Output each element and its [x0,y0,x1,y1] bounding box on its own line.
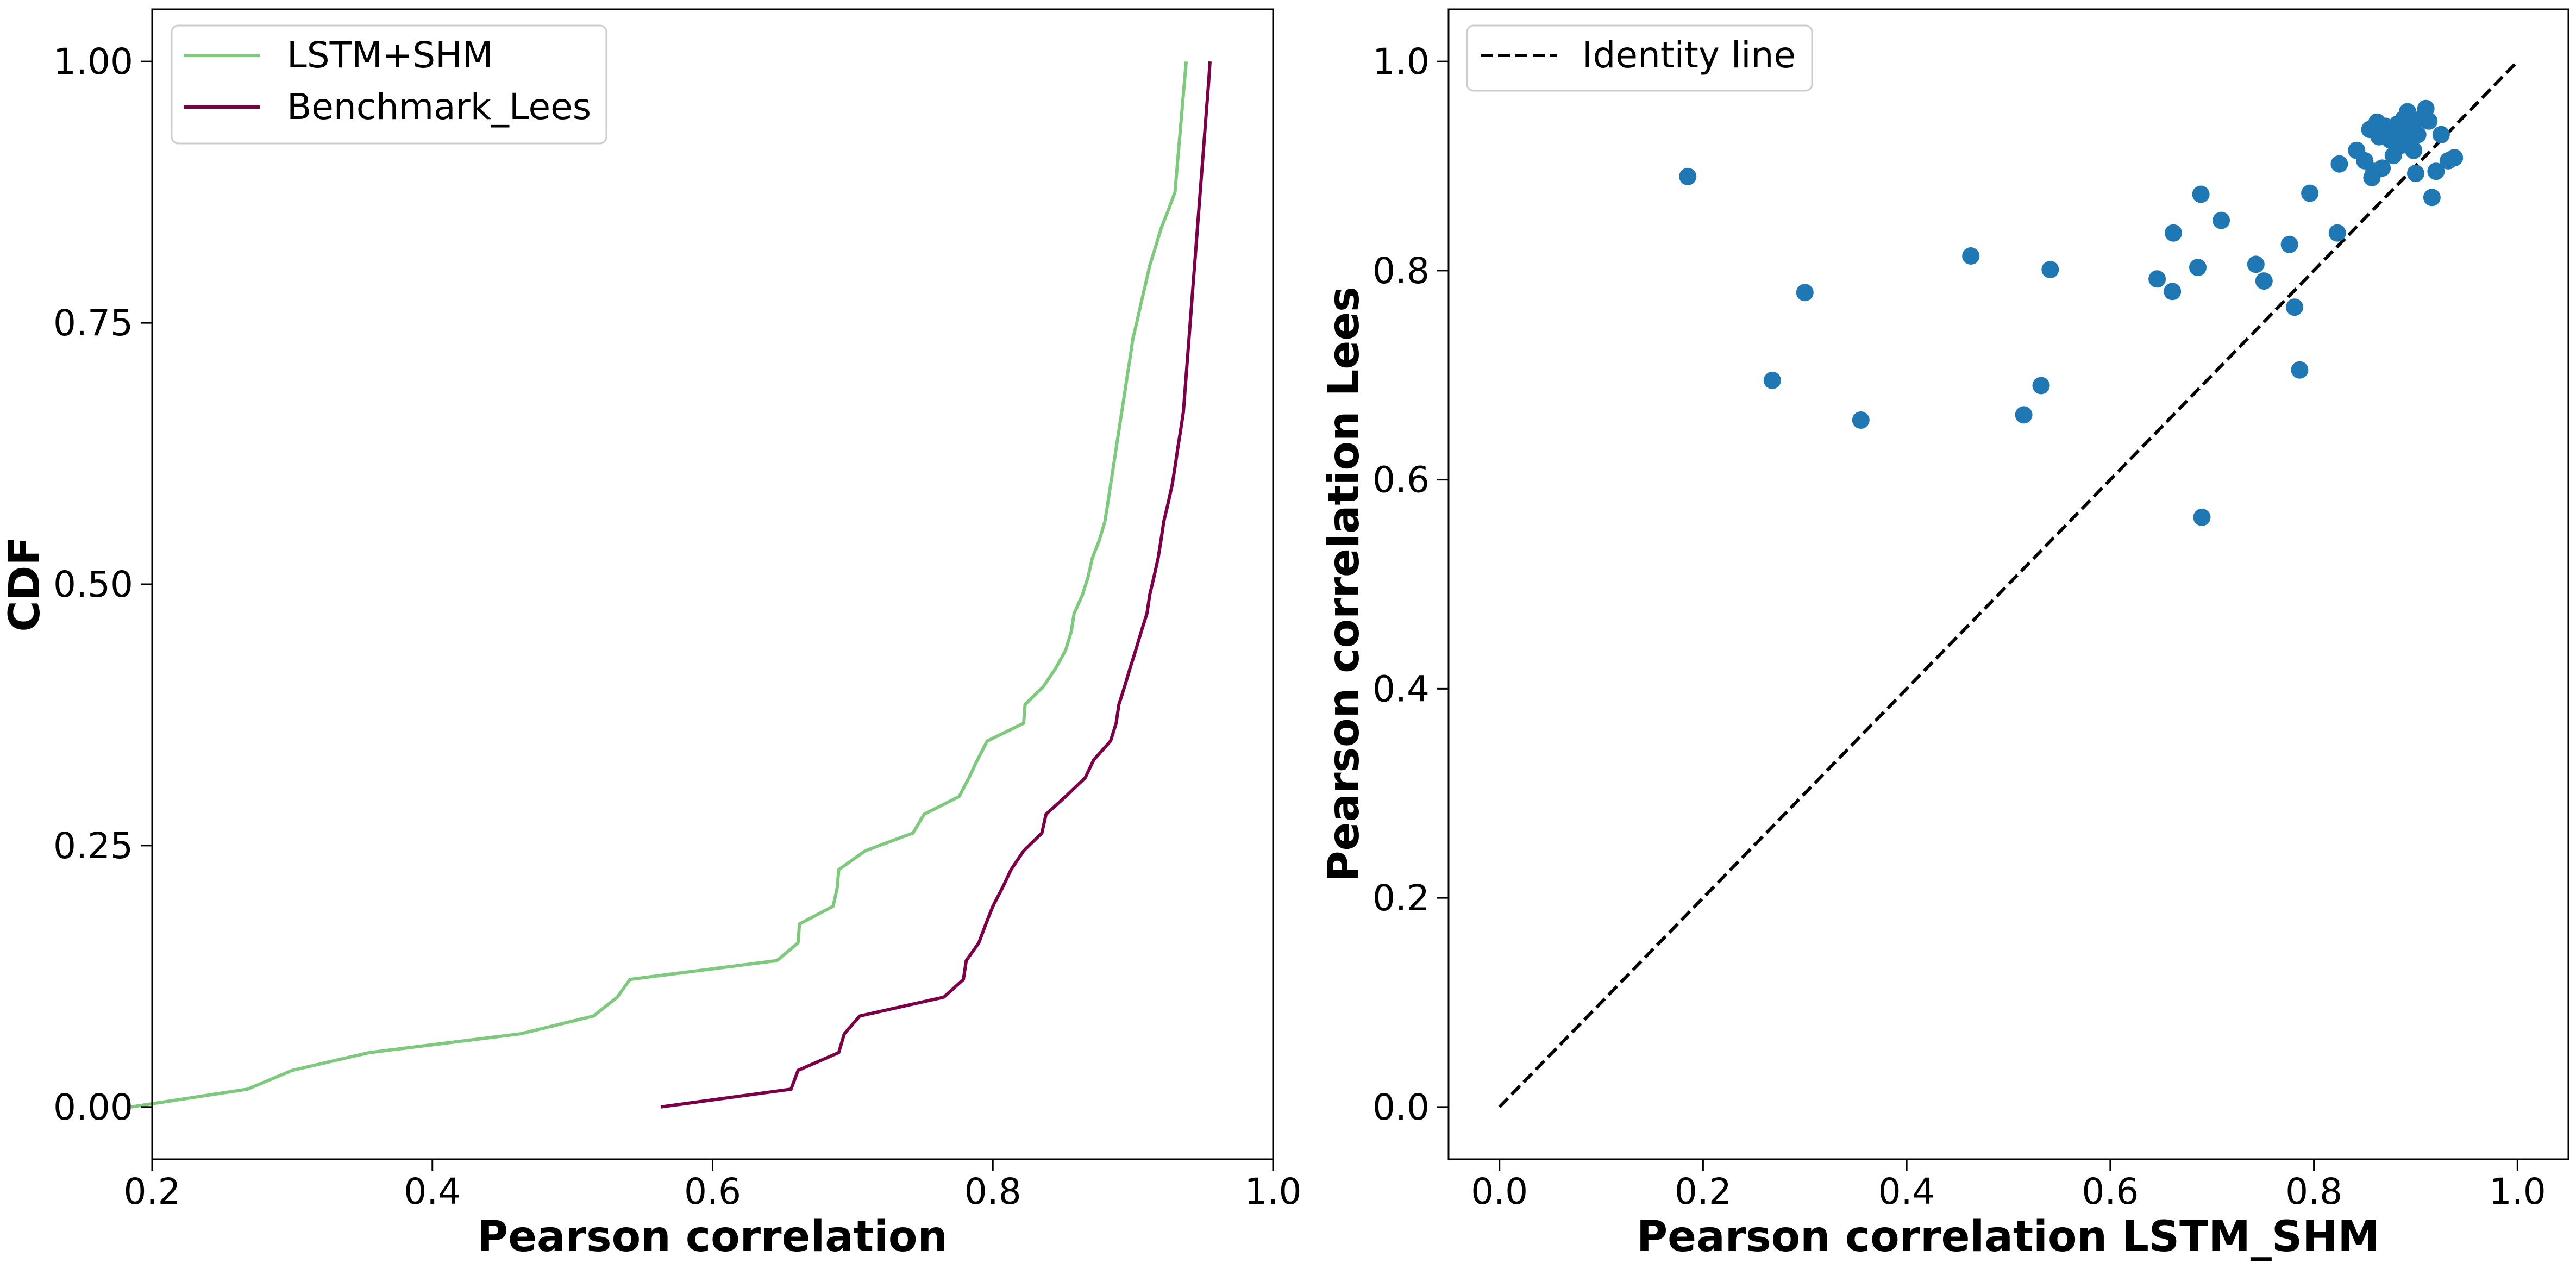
scatter-x-tick-label: 0.8 [2285,1171,2342,1212]
scatter-legend-box [1466,24,1813,92]
scatter-point [2405,141,2423,159]
scatter-y-tick-label: 0.0 [1372,1086,1430,1128]
scatter-point [2193,508,2211,526]
scatter-point [2427,162,2445,180]
scatter-y-tick-label: 0.2 [1372,877,1430,919]
cdf-x-ticks: 0.2 0.4 0.6 0.8 1.0 [124,1159,1302,1212]
scatter-point [2286,298,2303,316]
scatter-point [2409,126,2427,143]
scatter-point [2192,185,2210,203]
scatter-point [1796,284,1814,302]
cdf-series-line-1 [660,61,1212,1109]
cdf-x-tick-label: 0.6 [684,1171,741,1212]
scatter-legend: Identity line [1466,24,1813,92]
scatter-point [2373,159,2391,177]
cdf-y-axis-label: CDF [1,536,49,632]
legend-label-lstm-shm: LSTM+SHM [287,34,493,76]
cdf-plot-frame [151,8,1274,1160]
scatter-point [2015,406,2033,424]
scatter-point [2423,189,2441,207]
cdf-x-axis-label: Pearson correlation [477,1212,948,1261]
scatter-point [1763,371,1781,389]
cdf-x-tick-label: 0.4 [404,1171,461,1212]
scatter-point [2032,377,2050,395]
scatter-point [2041,261,2059,278]
scatter-x-tick-label: 0.6 [2082,1171,2139,1212]
scatter-panel: 0.0 0.2 0.4 0.6 0.8 1.0 0.0 0.2 0.4 0.6 0.8 1.0 Pe… [1320,8,2569,1261]
scatter-x-tick-label: 0.4 [1878,1171,1935,1212]
scatter-point [2164,283,2182,301]
cdf-y-tick-label: 0.25 [53,825,133,867]
scatter-point [2255,272,2273,290]
identity-line [1498,60,2519,1108]
cdf-legend: LSTM+SHM Benchmark_Lees [171,24,607,145]
scatter-y-ticks: 0.0 0.2 0.4 0.6 0.8 1.0 [1372,41,1449,1128]
scatter-point [2189,259,2207,277]
scatter-point [2165,224,2182,242]
scatter-point [1852,411,1870,429]
scatter-point [1962,247,1980,265]
cdf-panel: 0.2 0.4 0.6 0.8 1.0 0.00 0.25 0.50 0.75 1.00 Pea… [1,8,1302,1261]
scatter-x-axis-label: Pearson correlation LSTM_SHM [1637,1212,2380,1261]
scatter-x-ticks: 0.0 0.2 0.4 0.6 0.8 1.0 [1471,1159,2546,1212]
scatter-point [2291,361,2309,379]
scatter-point [2280,235,2298,253]
scatter-points [1679,99,2464,526]
legend-label-identity-line: Identity line [1582,34,1796,76]
cdf-y-ticks: 0.00 0.25 0.50 0.75 1.00 [53,41,152,1128]
cdf-x-tick-label: 0.2 [124,1171,181,1212]
scatter-plot-frame [1447,8,2569,1160]
scatter-point [2407,165,2424,182]
cdf-y-tick-label: 0.75 [53,302,133,344]
scatter-point [2330,155,2348,173]
scatter-x-tick-label: 1.0 [2489,1171,2546,1212]
scatter-x-tick-label: 0.2 [1675,1171,1732,1212]
scatter-point [2148,270,2166,288]
scatter-point [2432,126,2450,143]
scatter-point [2247,255,2265,273]
scatter-y-tick-label: 0.6 [1372,459,1430,501]
cdf-series-line-0 [130,61,1188,1109]
scatter-point [2420,112,2438,130]
legend-label-benchmark-lees: Benchmark_Lees [287,86,591,128]
cdf-y-tick-label: 0.50 [53,564,133,605]
cdf-x-tick-label: 1.0 [1245,1171,1302,1212]
scatter-point [2301,184,2319,202]
scatter-y-axis-label: Pearson correlation Lees [1320,286,1369,882]
scatter-x-tick-label: 0.0 [1471,1171,1528,1212]
scatter-y-tick-label: 0.4 [1372,668,1430,710]
cdf-x-tick-label: 0.8 [964,1171,1021,1212]
scatter-point [2446,149,2464,167]
cdf-y-tick-label: 0.00 [53,1086,133,1128]
cdf-legend-box [171,24,607,145]
cdf-y-tick-label: 1.00 [53,41,133,83]
scatter-y-tick-label: 0.8 [1372,250,1430,292]
scatter-point [1679,167,1697,185]
scatter-point [2213,211,2230,229]
cdf-lines [130,61,1212,1109]
scatter-y-tick-label: 1.0 [1372,41,1430,83]
scatter-point [2328,224,2346,242]
